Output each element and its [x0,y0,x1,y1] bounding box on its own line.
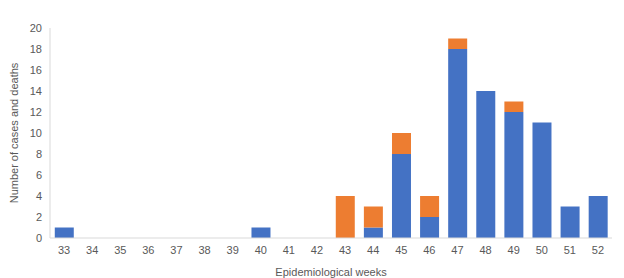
svg-text:44: 44 [367,244,379,256]
svg-text:4: 4 [36,190,42,202]
svg-text:Epidemiological weeks: Epidemiological weeks [275,266,387,278]
svg-text:16: 16 [30,64,42,76]
svg-text:40: 40 [255,244,267,256]
svg-text:12: 12 [30,106,42,118]
svg-text:48: 48 [479,244,491,256]
svg-text:35: 35 [114,244,126,256]
svg-text:36: 36 [142,244,154,256]
svg-text:33: 33 [58,244,70,256]
svg-text:8: 8 [36,148,42,160]
svg-text:10: 10 [30,127,42,139]
svg-text:14: 14 [30,85,42,97]
svg-text:39: 39 [227,244,239,256]
svg-text:20: 20 [30,22,42,34]
svg-text:2: 2 [36,211,42,223]
svg-text:47: 47 [451,244,463,256]
svg-text:50: 50 [536,244,548,256]
svg-text:38: 38 [198,244,210,256]
svg-text:49: 49 [508,244,520,256]
svg-text:0: 0 [36,232,42,244]
svg-text:42: 42 [311,244,323,256]
svg-text:41: 41 [283,244,295,256]
svg-text:6: 6 [36,169,42,181]
svg-text:51: 51 [564,244,576,256]
svg-text:18: 18 [30,43,42,55]
svg-text:43: 43 [339,244,351,256]
svg-text:52: 52 [592,244,604,256]
svg-text:34: 34 [86,244,98,256]
svg-text:37: 37 [170,244,182,256]
svg-text:45: 45 [395,244,407,256]
svg-text:46: 46 [423,244,435,256]
svg-text:Number of cases and deaths: Number of cases and deaths [8,62,20,203]
